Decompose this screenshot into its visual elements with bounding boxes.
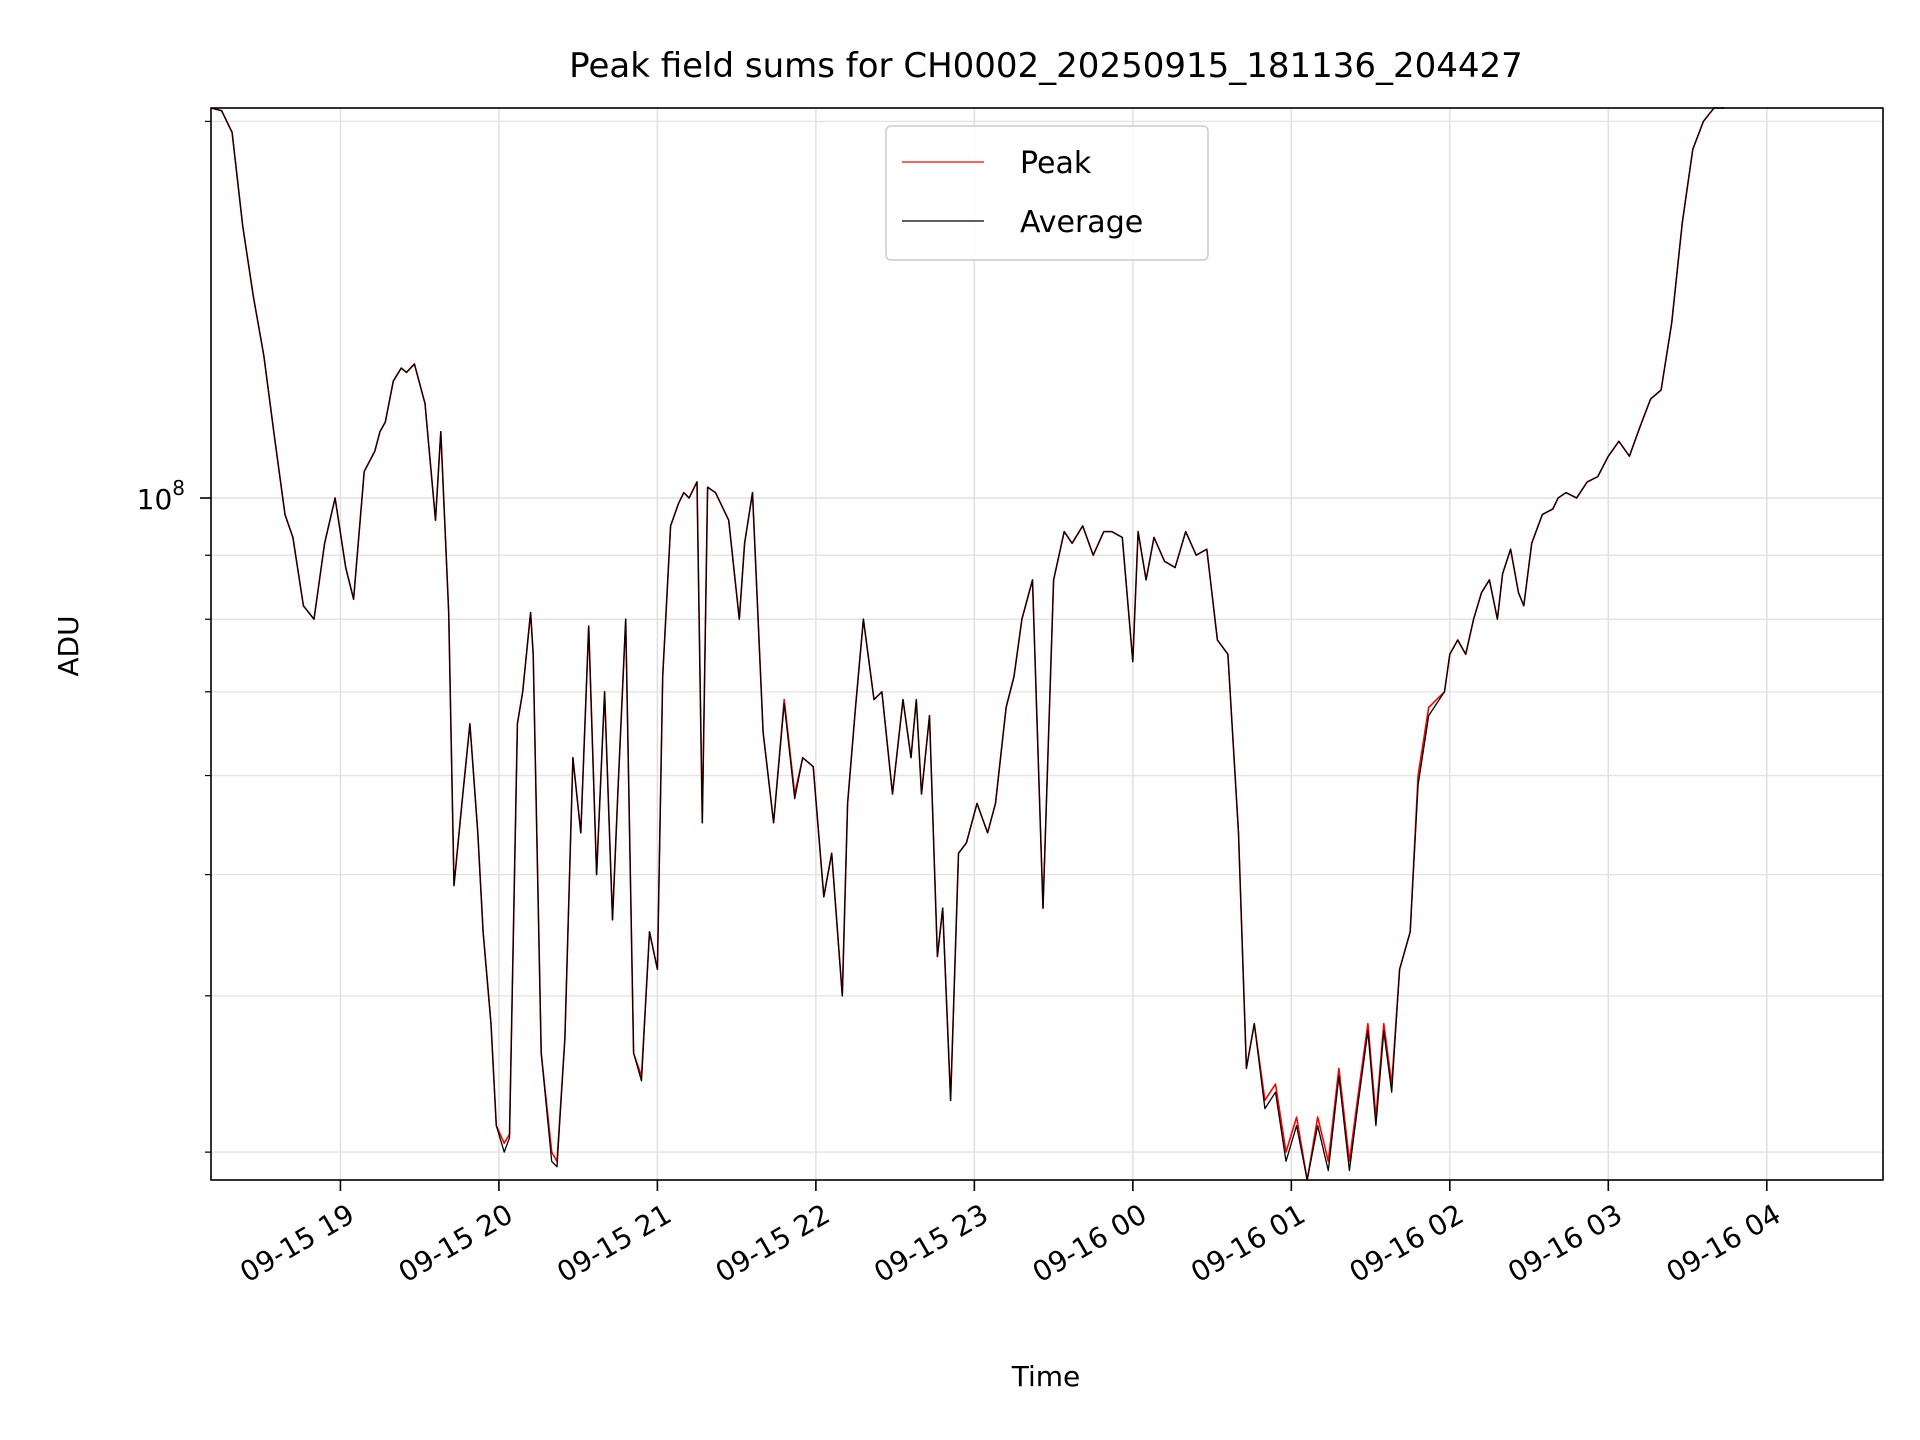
legend: Peak Average xyxy=(885,125,1209,261)
series-line-average xyxy=(210,107,1725,1181)
plot-frame xyxy=(210,107,1884,1181)
legend-label-average: Average xyxy=(1020,205,1143,240)
legend-box xyxy=(885,125,1209,261)
y-tick-label: 108 xyxy=(137,476,185,516)
y-axis-label: ADU xyxy=(52,615,85,676)
plot-lines xyxy=(210,107,1725,1181)
x-axis-label: Time xyxy=(1011,1360,1081,1393)
legend-label-peak: Peak xyxy=(1020,146,1092,181)
chart-title: Peak field sums for CH0002_20250915_1811… xyxy=(569,46,1523,86)
